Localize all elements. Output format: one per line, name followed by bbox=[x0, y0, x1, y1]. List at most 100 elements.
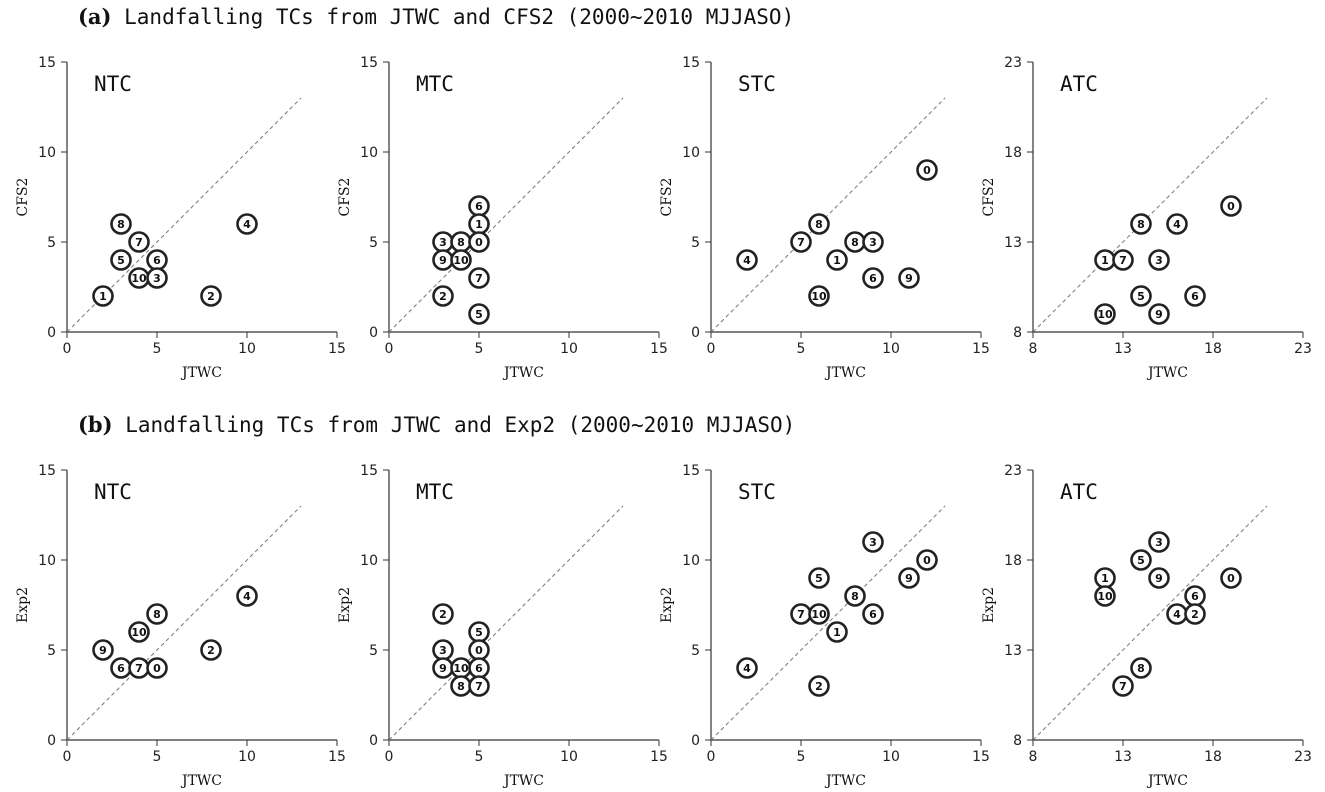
data-point: 1 bbox=[826, 249, 848, 271]
data-point: 1 bbox=[468, 213, 490, 235]
data-point-marker bbox=[1130, 213, 1152, 235]
data-point-label: 6 bbox=[117, 662, 125, 675]
data-point-marker bbox=[1148, 567, 1170, 589]
one-to-one-reference-line bbox=[710, 97, 946, 333]
x-tick-label: 10 bbox=[560, 749, 578, 765]
x-tick-label: 0 bbox=[385, 749, 394, 765]
one-to-one-reference-line bbox=[388, 505, 624, 741]
data-point: 7 bbox=[1112, 675, 1134, 697]
data-point-marker bbox=[468, 231, 490, 253]
x-tick-label: 5 bbox=[153, 749, 162, 765]
data-point-marker bbox=[808, 603, 830, 625]
x-axis-label: JTWC bbox=[502, 365, 544, 381]
row-b-title: (b) Landfalling TCs from JTWC and Exp2 (… bbox=[78, 412, 795, 437]
data-point: 1 bbox=[826, 621, 848, 643]
data-point-marker bbox=[450, 249, 472, 271]
y-tick-label: 15 bbox=[38, 463, 56, 479]
y-tick-label: 15 bbox=[360, 463, 378, 479]
y-tick-label: 0 bbox=[47, 325, 56, 341]
data-point: 6 bbox=[862, 603, 884, 625]
y-tick-label: 5 bbox=[47, 235, 56, 251]
data-point: 4 bbox=[236, 585, 258, 607]
data-point: 0 bbox=[468, 639, 490, 661]
x-tick-label: 5 bbox=[153, 341, 162, 357]
data-point: 2 bbox=[1184, 603, 1206, 625]
y-axis-label: Exp2 bbox=[15, 587, 31, 623]
row-a-title: (a) Landfalling TCs from JTWC and CFS2 (… bbox=[78, 4, 794, 29]
data-point: 2 bbox=[808, 675, 830, 697]
y-axis-label: CFS2 bbox=[981, 178, 997, 217]
data-point-label: 4 bbox=[243, 590, 251, 603]
data-point-marker bbox=[1094, 303, 1116, 325]
data-point: 4 bbox=[1166, 213, 1188, 235]
y-tick-label: 18 bbox=[1004, 145, 1022, 161]
data-point-marker bbox=[862, 267, 884, 289]
data-point-label: 4 bbox=[1173, 218, 1181, 231]
y-tick-label: 10 bbox=[682, 145, 700, 161]
data-point-label: 3 bbox=[869, 536, 877, 549]
y-tick-label: 5 bbox=[47, 643, 56, 659]
data-point: 5 bbox=[468, 303, 490, 325]
data-point-label: 2 bbox=[207, 644, 215, 657]
y-tick-label: 15 bbox=[682, 463, 700, 479]
data-point-label: 10 bbox=[453, 254, 469, 267]
data-point-label: 10 bbox=[811, 290, 827, 303]
one-to-one-reference-line bbox=[710, 505, 946, 741]
x-tick-label: 18 bbox=[1204, 749, 1222, 765]
x-tick-label: 15 bbox=[972, 749, 990, 765]
data-point-marker bbox=[468, 675, 490, 697]
x-axis-label: JTWC bbox=[180, 773, 222, 789]
data-point-label: 7 bbox=[1119, 254, 1127, 267]
data-point: 10 bbox=[450, 657, 472, 679]
x-tick-label: 0 bbox=[707, 749, 716, 765]
x-tick-label: 10 bbox=[882, 749, 900, 765]
data-point: 6 bbox=[468, 195, 490, 217]
data-point-label: 4 bbox=[1173, 608, 1181, 621]
y-axis-label: Exp2 bbox=[337, 587, 353, 623]
y-tick-label: 15 bbox=[38, 55, 56, 71]
data-point-label: 4 bbox=[743, 662, 751, 675]
data-point-marker bbox=[92, 285, 114, 307]
data-point-label: 3 bbox=[153, 272, 161, 285]
data-point-marker bbox=[1094, 585, 1116, 607]
data-point-label: 3 bbox=[1155, 254, 1163, 267]
data-point-label: 6 bbox=[1191, 590, 1199, 603]
data-point-marker bbox=[862, 531, 884, 553]
x-tick-label: 15 bbox=[650, 749, 668, 765]
panel-title: MTC bbox=[416, 72, 454, 96]
data-point: 0 bbox=[146, 657, 168, 679]
data-point-label: 2 bbox=[815, 680, 823, 693]
data-point-label: 4 bbox=[243, 218, 251, 231]
data-point: 6 bbox=[862, 267, 884, 289]
data-point-marker bbox=[1148, 303, 1170, 325]
y-tick-label: 23 bbox=[1004, 463, 1022, 479]
x-tick-label: 13 bbox=[1114, 341, 1132, 357]
data-point: 7 bbox=[790, 231, 812, 253]
data-point-label: 8 bbox=[153, 608, 161, 621]
y-tick-label: 0 bbox=[369, 733, 378, 749]
scatter-panel-b-stc: 0 5 10 15 0 5 10 15 JTWC Exp2 STC 3 0 5 9 8 7 10 6 1 4 2 bbox=[659, 463, 990, 789]
panel-title: NTC bbox=[94, 480, 132, 504]
x-tick-label: 0 bbox=[63, 749, 72, 765]
x-tick-label: 10 bbox=[560, 341, 578, 357]
data-point-label: 10 bbox=[453, 662, 469, 675]
data-point-label: 8 bbox=[457, 236, 465, 249]
data-point: 4 bbox=[736, 657, 758, 679]
data-point-marker bbox=[1184, 285, 1206, 307]
row-a-tag: (a) bbox=[78, 4, 112, 29]
data-point-label: 9 bbox=[905, 272, 913, 285]
x-tick-label: 15 bbox=[328, 749, 346, 765]
data-point: 3 bbox=[146, 267, 168, 289]
y-tick-label: 5 bbox=[369, 643, 378, 659]
data-point-marker bbox=[898, 567, 920, 589]
data-point-marker bbox=[128, 621, 150, 643]
data-point-label: 5 bbox=[475, 626, 483, 639]
data-point: 0 bbox=[1220, 567, 1242, 589]
data-point-marker bbox=[1112, 249, 1134, 271]
x-tick-label: 5 bbox=[475, 749, 484, 765]
data-point-marker bbox=[432, 603, 454, 625]
x-axis-label: JTWC bbox=[824, 365, 866, 381]
y-tick-label: 15 bbox=[682, 55, 700, 71]
data-point-marker bbox=[468, 267, 490, 289]
